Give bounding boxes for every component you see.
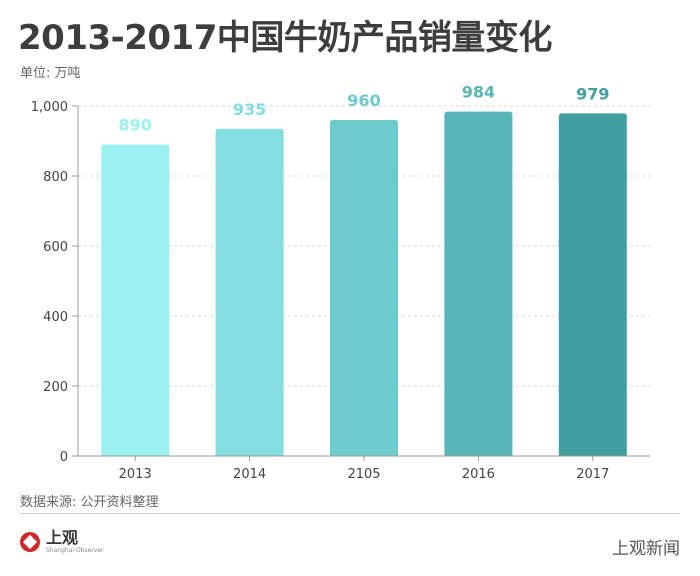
- bar-2017: [558, 113, 627, 456]
- data-label: 979: [576, 84, 609, 103]
- y-tick-label: 200: [43, 380, 68, 395]
- logo-text: 上观: [46, 528, 79, 547]
- bar-2105: [330, 120, 398, 456]
- brand-name: 上观新闻: [612, 539, 680, 559]
- bar-2014: [215, 128, 284, 456]
- x-tick-label: 2017: [576, 467, 609, 482]
- y-tick-label: 1,000: [31, 100, 68, 115]
- data-label: 890: [118, 116, 151, 135]
- bar-2013: [101, 144, 170, 456]
- logo-emblem-icon: [20, 532, 40, 552]
- data-label: 960: [347, 91, 380, 110]
- logo-subtext: Shanghai Observer: [46, 547, 104, 554]
- brand-logo: 上观 Shanghai Observer: [20, 530, 103, 554]
- x-tick-label: 2105: [347, 467, 380, 482]
- bar-chart: 0 200 400 600 800 1,000 890 2013 935 2014 960 2105 9…: [31, 83, 650, 482]
- data-label: 984: [462, 83, 495, 102]
- y-tick-label: 0: [60, 450, 68, 465]
- chart-title: 2013-2017中国牛奶产品销量变化: [18, 18, 552, 58]
- x-tick-label: 2014: [233, 467, 266, 482]
- unit-label: 单位: 万吨: [20, 66, 81, 81]
- y-tick-label: 400: [43, 310, 68, 325]
- y-tick-label: 800: [43, 170, 68, 185]
- source-note: 数据来源: 公开资料整理: [20, 495, 159, 510]
- bar-2016: [444, 111, 513, 456]
- x-tick-label: 2016: [462, 467, 495, 482]
- x-tick-label: 2013: [119, 467, 152, 482]
- data-label: 935: [233, 100, 266, 119]
- footer-divider: [20, 513, 680, 514]
- y-tick-label: 600: [43, 240, 68, 255]
